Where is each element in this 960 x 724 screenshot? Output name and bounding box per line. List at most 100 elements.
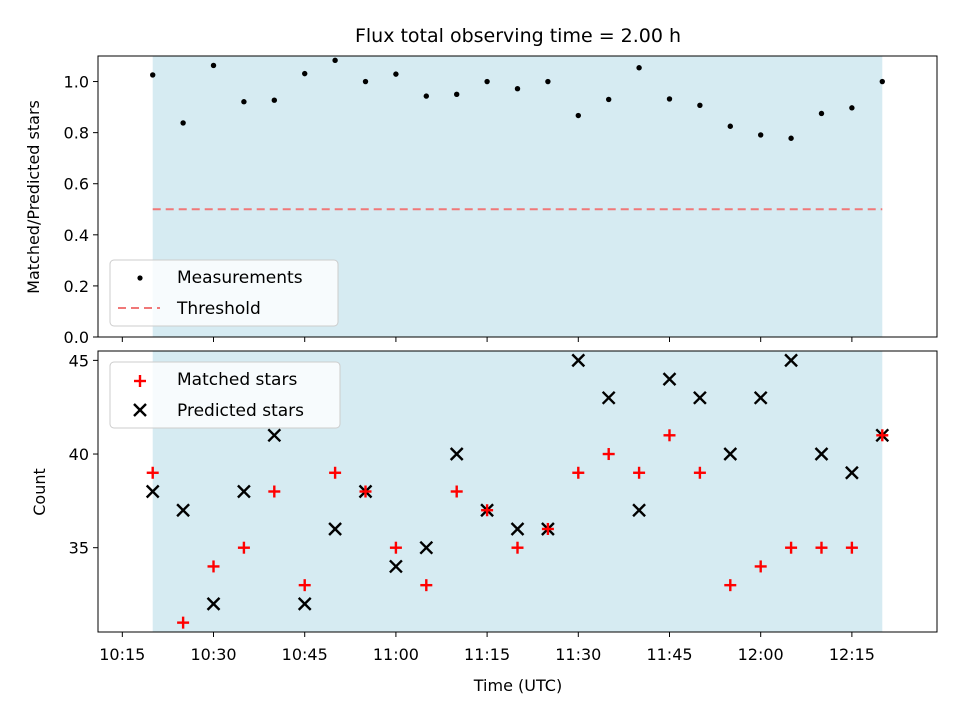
predicted-stars-point bbox=[328, 522, 342, 536]
x-tick-label: 11:45 bbox=[646, 645, 692, 664]
predicted-stars-point bbox=[206, 597, 221, 611]
x-axis-label: Time (UTC) bbox=[473, 676, 562, 695]
matched-stars-point bbox=[298, 579, 311, 592]
predicted-stars-stroke bbox=[510, 522, 525, 536]
top-y-tick-label: 0.4 bbox=[64, 226, 89, 245]
predicted-stars-stroke bbox=[206, 597, 221, 611]
predicted-stars-point bbox=[601, 390, 616, 405]
chart-title: Flux total observing time = 2.00 h bbox=[355, 25, 681, 47]
matched-stars-point bbox=[724, 579, 737, 592]
x-tick-label: 12:00 bbox=[738, 645, 784, 664]
measurement-point bbox=[788, 135, 794, 141]
top-axes-frame bbox=[97, 55, 938, 338]
measurement-point bbox=[423, 93, 430, 99]
predicted-stars-point bbox=[814, 447, 829, 461]
predicted-stars-point bbox=[237, 484, 251, 499]
matched-stars-point bbox=[663, 429, 676, 442]
predicted-stars-point bbox=[389, 559, 403, 574]
measurement-point bbox=[362, 78, 369, 85]
predicted-stars-stroke bbox=[784, 353, 798, 368]
top-x-ticks bbox=[121, 337, 853, 342]
matched-stars-point bbox=[389, 541, 402, 554]
measurement-point bbox=[697, 102, 703, 109]
measurement-point bbox=[210, 62, 217, 69]
predicted-stars-point bbox=[662, 372, 677, 386]
predicted-stars-stroke bbox=[753, 390, 768, 405]
predicted-stars-stroke bbox=[814, 447, 829, 461]
predicted-stars-point bbox=[419, 540, 434, 555]
measurement-point bbox=[605, 96, 612, 103]
predicted-stars-stroke bbox=[297, 597, 312, 611]
measurement-point bbox=[150, 72, 156, 78]
predicted-stars-stroke bbox=[176, 503, 190, 518]
measurement-point bbox=[180, 120, 186, 126]
bottom-y-tick-label: 35 bbox=[69, 539, 89, 558]
predicted-stars-stroke bbox=[449, 447, 464, 461]
matched-stars-point bbox=[602, 448, 615, 461]
matched-stars-point bbox=[146, 466, 159, 479]
x-tick-label: 11:30 bbox=[555, 645, 601, 664]
measurement-point bbox=[757, 132, 764, 138]
predicted-stars-stroke bbox=[419, 540, 434, 555]
legend-threshold-label: Threshold bbox=[176, 299, 261, 319]
top-y-tick-label: 0.6 bbox=[64, 175, 89, 194]
x-tick-label: 10:45 bbox=[282, 645, 328, 664]
bottom-y-tick-label: 40 bbox=[69, 445, 89, 464]
predicted-stars-point bbox=[449, 447, 464, 461]
bottom-y-tick-label: 45 bbox=[69, 351, 89, 370]
matched-stars-point bbox=[329, 466, 342, 479]
matched-stars-point bbox=[572, 466, 585, 479]
predicted-stars-stroke bbox=[693, 390, 707, 405]
predicted-stars-stroke bbox=[662, 372, 677, 386]
measurement-point bbox=[727, 123, 733, 129]
predicted-stars-stroke bbox=[145, 484, 160, 499]
predicted-stars-point bbox=[297, 597, 312, 611]
top-y-tick-label: 1.0 bbox=[64, 73, 89, 92]
top-y-axis-label: Matched/Predicted stars bbox=[24, 100, 43, 294]
predicted-stars-stroke bbox=[723, 447, 738, 461]
matched-stars-point bbox=[511, 541, 524, 554]
legend-predicted-label: Predicted stars bbox=[177, 401, 304, 421]
measurement-point bbox=[332, 57, 338, 64]
x-tick-label: 10:30 bbox=[190, 645, 236, 664]
predicted-stars-point bbox=[845, 465, 859, 480]
bottom-legend-box bbox=[109, 361, 341, 429]
matched-stars-point bbox=[754, 560, 767, 573]
top-y-tick-label: 0.2 bbox=[64, 277, 89, 296]
predicted-stars-point bbox=[176, 503, 190, 518]
predicted-stars-point bbox=[632, 503, 646, 518]
matched-stars-point bbox=[268, 485, 281, 498]
measurement-point bbox=[666, 96, 673, 102]
measurement-point bbox=[879, 78, 885, 85]
predicted-stars-point bbox=[145, 484, 160, 499]
legend-measurements-marker bbox=[137, 275, 143, 281]
x-tick-label: 10:15 bbox=[99, 645, 145, 664]
matched-stars-point bbox=[450, 485, 463, 498]
predicted-stars-stroke bbox=[389, 559, 403, 574]
legend-measurements-label: Measurements bbox=[177, 268, 303, 288]
bottom-panel: 35 40 45 10:15 10:30 10:45 11:00 11:15 11:30 11:… bbox=[30, 350, 938, 695]
measurement-point bbox=[271, 97, 278, 103]
predicted-stars-stroke bbox=[601, 390, 616, 405]
matched-stars-point bbox=[177, 616, 190, 629]
predicted-stars-stroke bbox=[845, 465, 859, 480]
predicted-stars-point bbox=[571, 353, 586, 368]
legend-matched-marker bbox=[134, 375, 146, 387]
predicted-stars-point bbox=[753, 390, 768, 405]
predicted-stars-point bbox=[510, 522, 525, 536]
matched-stars-point bbox=[420, 579, 433, 592]
measurement-point bbox=[545, 78, 551, 85]
predicted-stars-point bbox=[784, 353, 798, 368]
x-tick-label: 12:15 bbox=[829, 645, 875, 664]
legend-matched-label: Matched stars bbox=[177, 370, 297, 390]
measurement-point bbox=[636, 65, 642, 71]
measurement-point bbox=[849, 105, 855, 111]
predicted-stars-stroke bbox=[571, 353, 586, 368]
measurement-point bbox=[302, 70, 308, 77]
measurement-point bbox=[241, 99, 247, 105]
top-y-ticks: 0.0 0.2 0.4 0.6 0.8 1.0 bbox=[64, 73, 98, 347]
top-panel: 0.0 0.2 0.4 0.6 0.8 1.0 Flux total observing … bbox=[24, 25, 938, 347]
matched-stars-point bbox=[237, 541, 250, 554]
matched-stars-point bbox=[785, 541, 798, 554]
